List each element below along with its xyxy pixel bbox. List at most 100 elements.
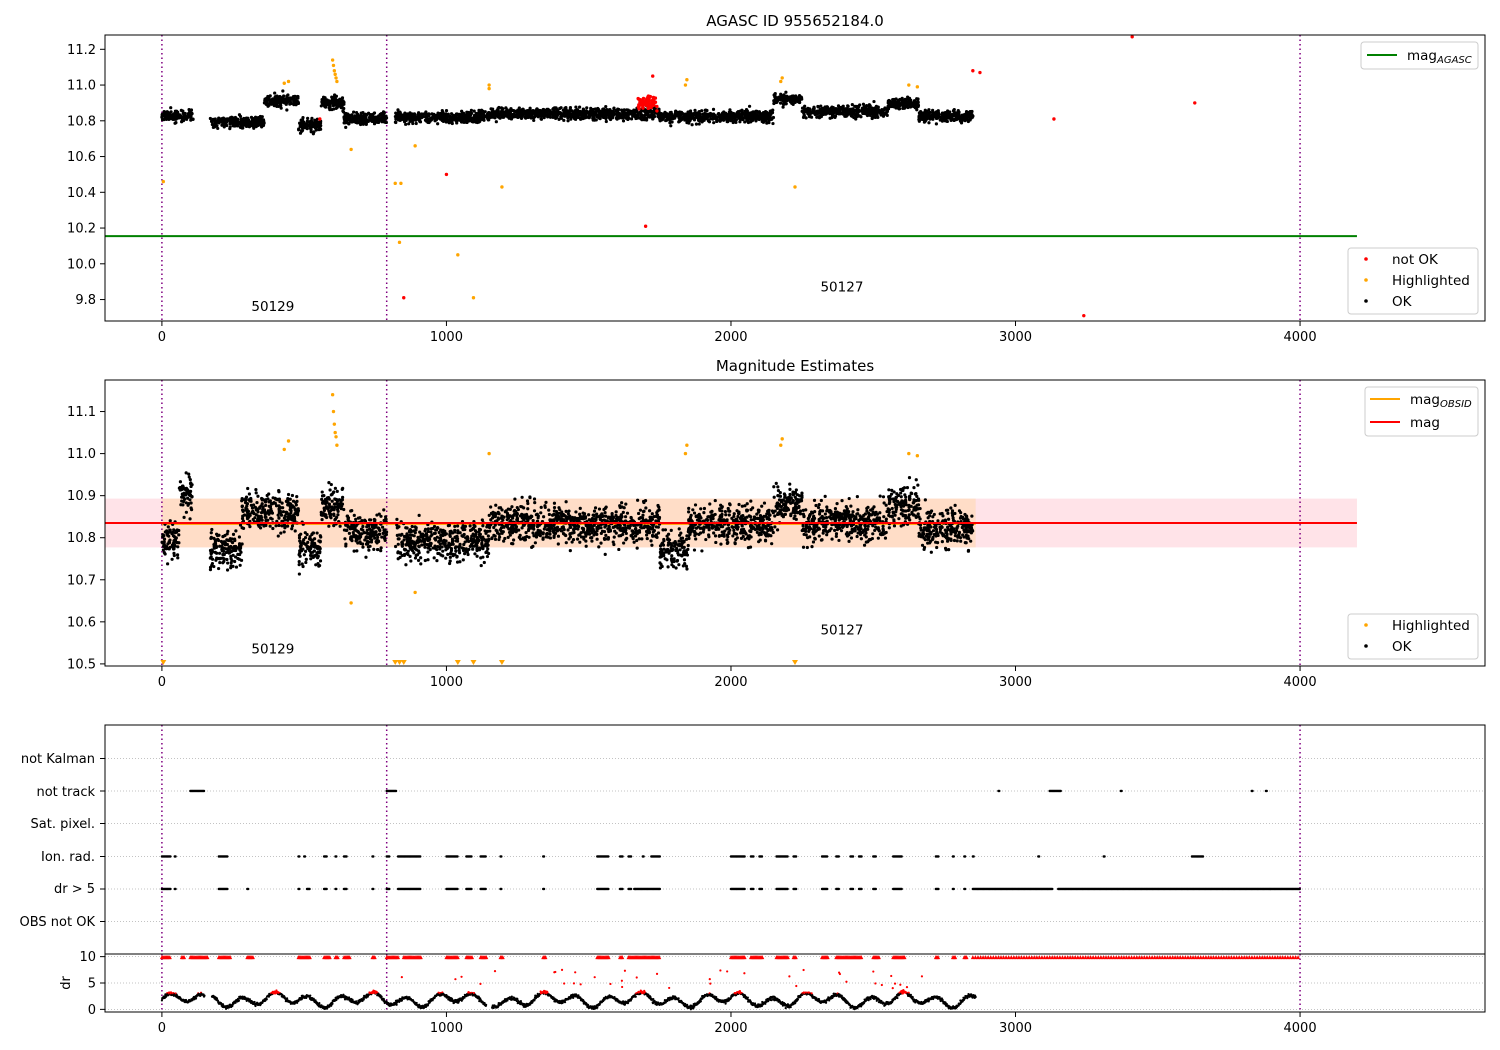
agasc-ok-point: [441, 113, 445, 117]
agasc-ok-point: [282, 94, 286, 98]
estimates-ok-point: [381, 531, 385, 535]
agasc-ok-point: [699, 116, 703, 120]
agasc-ok-point: [918, 113, 922, 117]
agasc-ok-point: [516, 115, 520, 119]
estimates-ok-point: [448, 555, 452, 559]
estimates-ok-point: [254, 491, 258, 495]
estimates-ok-point: [336, 513, 340, 517]
agasc-ok-point: [650, 110, 655, 114]
agasc-ok-point: [231, 124, 235, 128]
estimates-ok-point: [249, 503, 253, 507]
estimates-ok-point: [315, 531, 319, 535]
agasc-ok-point: [330, 99, 334, 103]
agasc-ok-point: [946, 109, 950, 113]
agasc-ok-point: [591, 113, 595, 117]
agasc-ok-point: [309, 127, 313, 132]
estimates-ok-point: [344, 542, 348, 546]
estimates-ok-point: [455, 555, 459, 559]
agasc-highlighted-point: [779, 79, 783, 84]
agasc-ok-point: [954, 115, 958, 119]
agasc-ok-point: [220, 117, 224, 121]
estimates-ok-point: [463, 552, 467, 556]
agasc-ok-point: [410, 119, 414, 123]
agasc-ok-point: [754, 109, 758, 113]
estimates-panel-title: Magnitude Estimates: [716, 357, 874, 375]
agasc-ok-point: [813, 112, 817, 116]
agasc-ok-point: [361, 118, 366, 123]
agasc-ok-point: [913, 106, 917, 110]
estimates-ok-point: [217, 566, 221, 571]
agasc-not-ok-point: [971, 69, 975, 73]
agasc-ok-point: [948, 114, 953, 118]
estimates-ok-point: [297, 563, 301, 567]
agasc-ok-point: [258, 114, 262, 119]
estimates-ok-point: [403, 548, 407, 552]
estimates-ok-point: [360, 518, 364, 523]
agasc-ok-point: [342, 121, 346, 125]
agasc-ok-point: [291, 95, 295, 100]
estimates-ok-point: [396, 542, 400, 546]
agasc-ok-point: [341, 109, 345, 113]
estimates-ok-point: [303, 549, 308, 553]
agasc-highlighted-point: [780, 76, 784, 80]
agasc-x-tick-label: 3000: [999, 330, 1032, 345]
estimates-ok-point: [231, 532, 236, 536]
estimates-ok-point: [175, 553, 180, 557]
estimates-ok-point: [179, 503, 183, 507]
agasc-ok-point: [905, 101, 909, 106]
estimates-ok-point: [410, 524, 414, 529]
agasc-ok-point: [933, 115, 937, 119]
agasc-y-tick-label: 10.0: [67, 257, 96, 272]
estimates-ok-point: [441, 541, 445, 545]
estimates-ok-point: [230, 549, 234, 553]
agasc-ok-point: [774, 100, 778, 104]
agasc-ok-point: [489, 107, 493, 111]
agasc-ok-point: [216, 126, 220, 131]
estimates-ok-point: [221, 561, 225, 565]
agasc-ok-point: [733, 114, 737, 118]
agasc-ok-point: [334, 94, 339, 98]
agasc-ok-point: [190, 111, 194, 115]
agasc-ok-point: [267, 103, 271, 107]
estimates-ok-point: [223, 540, 227, 544]
agasc-legend-label: mag: [1407, 48, 1437, 64]
agasc-ok-point: [466, 114, 470, 118]
estimates-ok-point: [383, 534, 387, 538]
estimates-ok-point: [421, 536, 425, 540]
estimates-ok-point: [188, 478, 192, 482]
estimates-ok-point: [473, 533, 477, 537]
agasc-ok-point: [929, 115, 933, 119]
estimates-ok-point: [295, 510, 299, 514]
estimates-ok-point: [286, 501, 290, 506]
agasc-ok-point: [898, 102, 902, 106]
estimates-ok-point: [264, 498, 268, 502]
estimates-ok-point: [444, 556, 448, 560]
agasc-ok-point: [298, 123, 302, 127]
estimates-ok-point: [361, 524, 365, 529]
agasc-ok-point: [924, 111, 928, 116]
estimates-ok-point: [380, 525, 385, 529]
estimates-ok-point: [343, 537, 347, 541]
estimates-ok-point: [184, 471, 188, 475]
estimates-ok-point: [231, 553, 235, 557]
estimates-ok-point: [458, 560, 462, 564]
agasc-ok-point: [925, 117, 929, 121]
estimates-ok-point: [265, 511, 269, 515]
agasc-ok-point: [643, 113, 647, 117]
agasc-ok-point: [922, 120, 927, 124]
estimates-ok-point: [280, 524, 284, 528]
estimates-ok-point: [178, 480, 183, 484]
estimates-ok-point: [208, 565, 213, 569]
agasc-not-ok-point: [648, 103, 653, 107]
estimates-ok-point: [234, 565, 239, 569]
agasc-ok-point: [365, 119, 369, 123]
agasc-ok-point: [607, 111, 611, 115]
estimates-ok-point: [299, 541, 303, 545]
estimates-ok-point: [246, 486, 250, 491]
agasc-ok-point: [501, 107, 505, 111]
estimates-ok-point: [400, 540, 404, 545]
estimates-ok-point: [220, 544, 224, 548]
agasc-ok-point: [907, 98, 911, 103]
estimates-ok-point: [435, 535, 439, 539]
agasc-highlighted-point: [330, 58, 335, 62]
